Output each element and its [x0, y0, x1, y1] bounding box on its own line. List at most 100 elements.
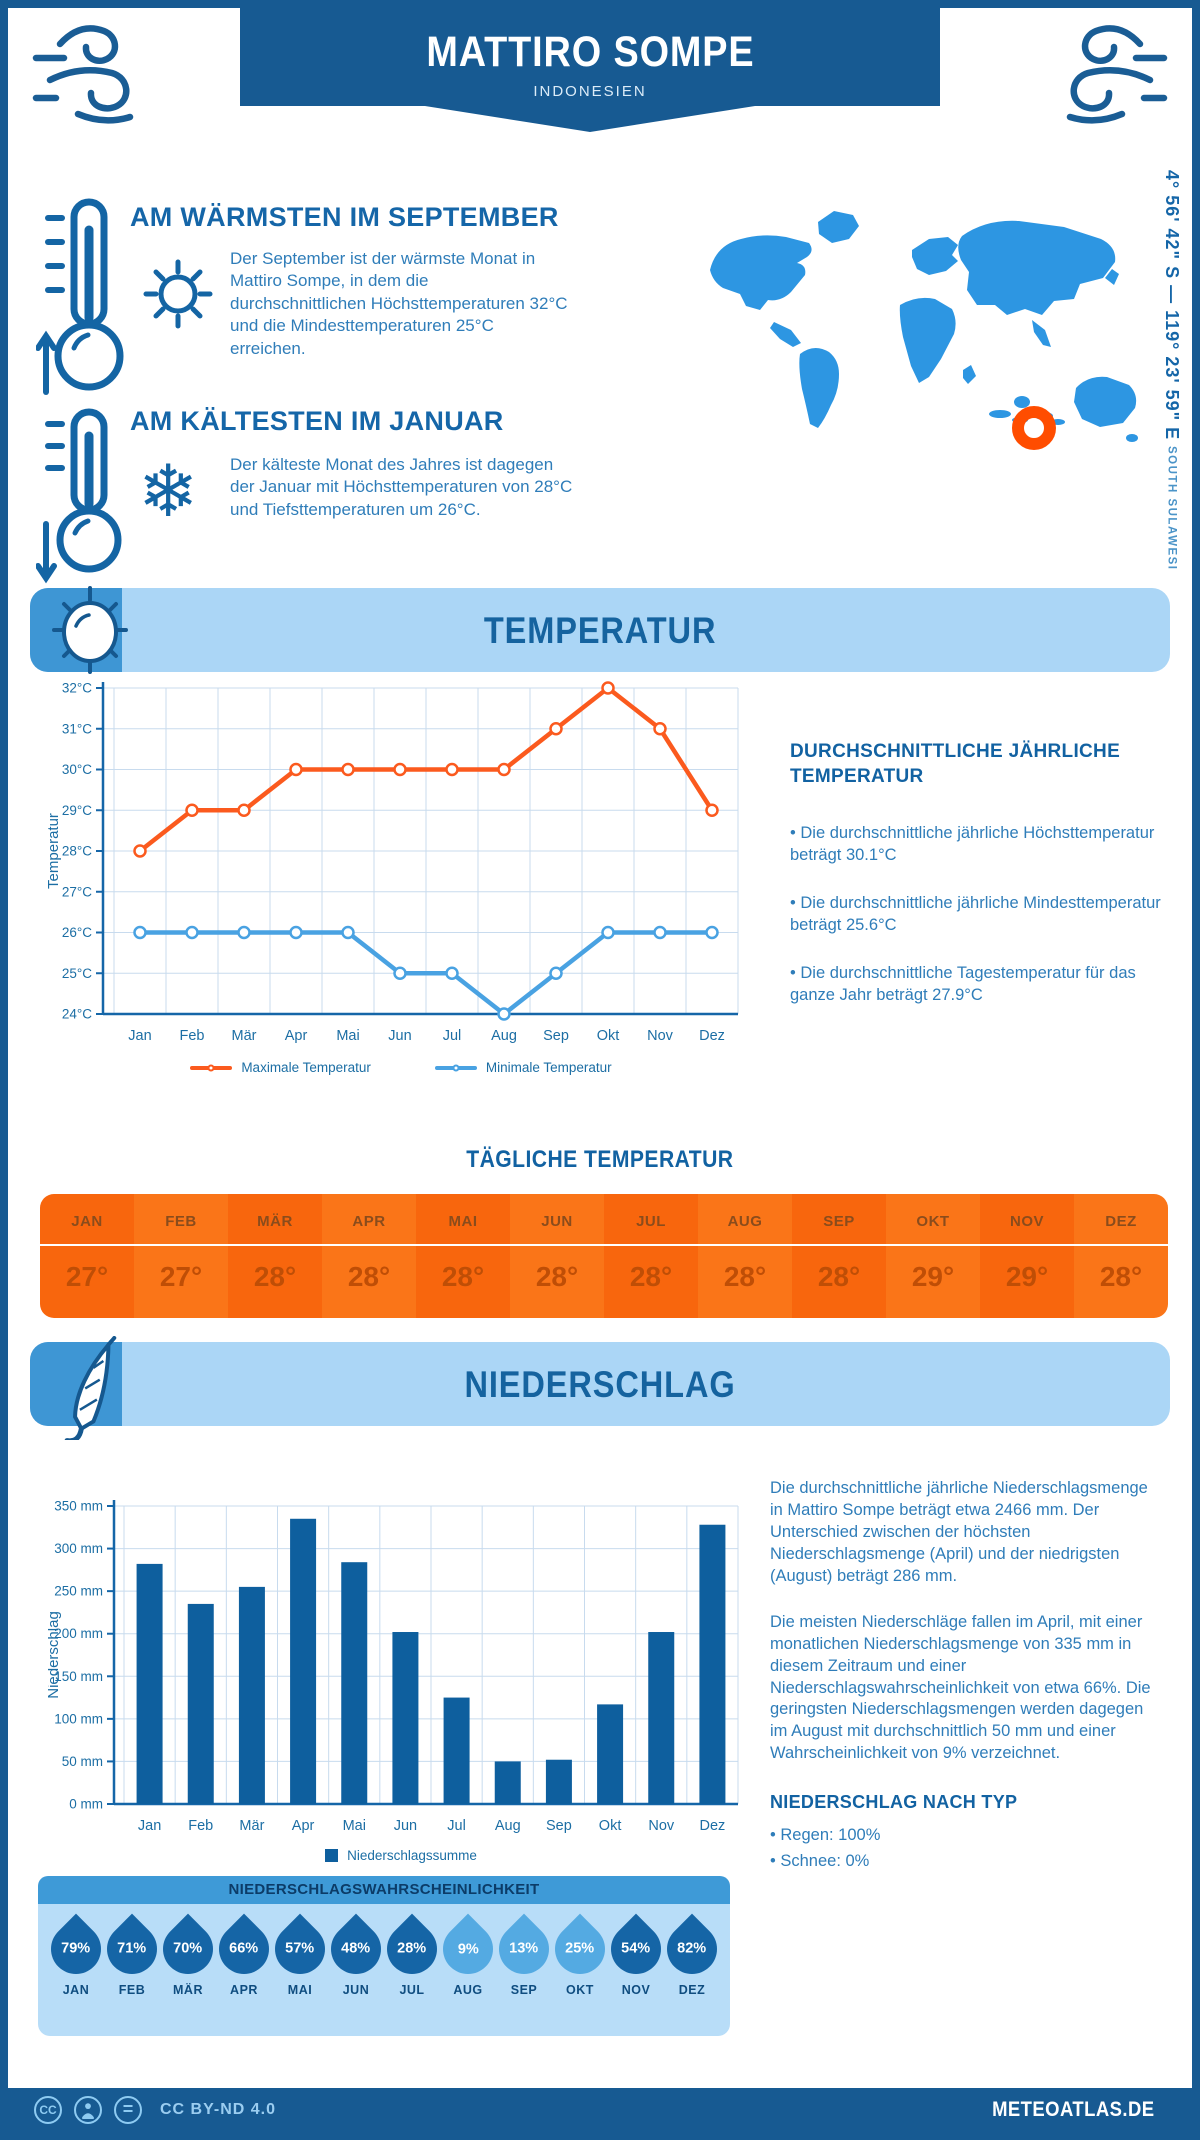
svg-text:Niederschlag: Niederschlag — [48, 1611, 62, 1699]
svg-text:Sep: Sep — [546, 1818, 572, 1834]
daily-temp-value: 28° — [347, 1261, 391, 1292]
precipitation-type-item: Regen: 100% — [770, 1825, 1164, 1847]
no-derivatives-icon: = — [114, 2096, 142, 2124]
legend-square-swatch — [325, 1849, 339, 1862]
svg-text:31°C: 31°C — [62, 721, 92, 736]
raindrop-icon: 66% — [208, 1913, 280, 1985]
precipitation-paragraph: Die meisten Niederschläge fallen im Apri… — [770, 1612, 1151, 1763]
svg-text:100 mm: 100 mm — [54, 1711, 103, 1726]
daily-temp-month: JAN — [40, 1194, 134, 1246]
probability-month: JUL — [399, 1983, 425, 1997]
probability-title: NIEDERSCHLAGSWAHRSCHEINLICHKEIT — [228, 1881, 540, 1898]
coordinates-text: 4° 56' 42" S — 119° 23' 59" E — [1162, 170, 1182, 441]
daily-temp-value: 27° — [65, 1261, 109, 1292]
svg-text:Aug: Aug — [491, 1028, 517, 1044]
daily-temperature-heading: TÄGLICHE TEMPERATUR — [466, 1146, 734, 1173]
probability-drop-column: 66% APR — [208, 1913, 280, 2036]
temperature-chart: 24°C 25°C 26°C 27°C 28°C 29°C 30°C 31°C 32°C Jan F… — [45, 662, 754, 1102]
daily-temp-month: JUL — [604, 1194, 698, 1246]
daily-temp-month: AUG — [698, 1194, 792, 1246]
probability-drop-column: 25% OKT — [544, 1913, 616, 2036]
probability-value: 25% — [565, 1941, 595, 1957]
svg-text:Feb: Feb — [180, 1028, 205, 1044]
daily-temp-month: SEP — [792, 1194, 886, 1246]
warm-fact-title: AM WÄRMSTEN IM SEPTEMBER — [130, 202, 559, 232]
daily-temp-column: FEB 27° — [134, 1194, 228, 1318]
svg-text:0 mm: 0 mm — [69, 1797, 103, 1812]
svg-text:Apr: Apr — [285, 1028, 308, 1044]
license-label: CC BY-ND 4.0 — [160, 2101, 277, 2118]
probability-month: FEB — [118, 1983, 146, 1997]
probability-drop-column: 9% AUG — [432, 1913, 504, 2036]
svg-text:30°C: 30°C — [62, 762, 92, 777]
daily-temp-value: 28° — [817, 1261, 861, 1292]
probability-value: 28% — [397, 1941, 427, 1957]
raindrop-icon: 48% — [320, 1913, 392, 1985]
raindrop-icon: 79% — [40, 1913, 112, 1985]
daily-temp-month: DEZ — [1074, 1194, 1168, 1246]
raindrop-icon: 71% — [96, 1913, 168, 1985]
thermometer-down-icon — [36, 408, 122, 584]
svg-text:Nov: Nov — [648, 1818, 675, 1834]
svg-text:Mär: Mär — [232, 1028, 257, 1044]
svg-text:Jan: Jan — [138, 1818, 161, 1834]
daily-temp-value: 28° — [1099, 1261, 1143, 1292]
snowflake-icon: ❄ — [138, 452, 199, 532]
svg-text:Feb: Feb — [188, 1818, 213, 1834]
daily-temp-value: 29° — [1005, 1261, 1049, 1292]
daily-temp-value: 28° — [723, 1261, 767, 1292]
probability-month: DEZ — [678, 1983, 706, 1997]
daily-temp-column: DEZ 28° — [1074, 1194, 1168, 1318]
precipitation-type-item: Schnee: 0% — [770, 1851, 1164, 1873]
svg-text:27°C: 27°C — [62, 884, 92, 899]
precipitation-section-title: NIEDERSCHLAG — [464, 1364, 736, 1405]
daily-temp-value: 28° — [441, 1261, 485, 1292]
probability-drop-column: 70% MÄR — [152, 1913, 224, 2036]
raindrop-icon: 70% — [152, 1913, 224, 1985]
site-name: METEOATLAS.DE — [992, 2098, 1155, 2121]
temperature-line-chart: 24°C 25°C 26°C 27°C 28°C 29°C 30°C 31°C 32°C Jan F… — [45, 681, 739, 1044]
probability-month: AUG — [453, 1983, 483, 1997]
svg-text:26°C: 26°C — [62, 925, 92, 940]
legend-item: Niederschlagssumme — [325, 1848, 477, 1863]
cold-fact-title: AM KÄLTESTEN IM JANUAR — [130, 406, 504, 436]
daily-temp-column: NOV 29° — [980, 1194, 1074, 1318]
probability-value: 82% — [677, 1941, 707, 1957]
probability-month: OKT — [566, 1983, 594, 1997]
daily-temp-column: JUL 28° — [604, 1194, 698, 1318]
precipitation-bar-chart: 0 mm 50 mm 100 mm 150 mm 200 mm 250 mm 300 mm 3… — [45, 1499, 739, 1834]
temperature-section-banner: TEMPERATUR — [30, 586, 1170, 674]
cc-icon: CC — [34, 2096, 62, 2124]
svg-text:Aug: Aug — [495, 1818, 521, 1834]
daily-temp-column: JAN 27° — [40, 1194, 134, 1318]
probability-month: NOV — [621, 1983, 651, 1997]
raindrop-icon: 82% — [656, 1913, 728, 1985]
raindrop-icon: 28% — [376, 1913, 448, 1985]
svg-text:Jun: Jun — [388, 1028, 411, 1044]
temperature-fact-bullet: Die durchschnittliche jährliche Mindestt… — [790, 893, 1168, 937]
daily-temp-column: MAI 28° — [416, 1194, 510, 1318]
world-map — [710, 211, 1138, 450]
legend-line-swatch — [434, 1064, 477, 1071]
probability-drop-column: 28% JUL — [376, 1913, 448, 2036]
raindrop-icon: 57% — [264, 1913, 336, 1985]
daily-temp-value: 28° — [629, 1261, 673, 1292]
probability-drop-column: 54% NOV — [600, 1913, 672, 2036]
probability-month: APR — [230, 1983, 258, 1997]
probability-drops-box: 79% JAN 71% FEB 70% MÄR 66% APR 57% MAI 48% JUN 28% J… — [38, 1904, 730, 2036]
probability-drop-column: 48% JUN — [320, 1913, 392, 2036]
precipitation-paragraph: Die durchschnittliche jährliche Niedersc… — [770, 1479, 1148, 1585]
precipitation-chart: 0 mm 50 mm 100 mm 150 mm 200 mm 250 mm 300 mm 3… — [45, 1486, 754, 1886]
umbrella-banner-icon — [64, 1336, 117, 1440]
precipitation-chart-legend: Niederschlagssumme — [48, 1848, 754, 1863]
daily-temp-month: JUN — [510, 1194, 604, 1246]
probability-month: SEP — [510, 1983, 538, 1997]
precipitation-text-column: Die durchschnittliche jährliche Niedersc… — [770, 1478, 1164, 1873]
svg-text:200 mm: 200 mm — [54, 1626, 103, 1641]
legend-label: Maximale Temperatur — [241, 1060, 371, 1075]
svg-text:24°C: 24°C — [62, 1007, 92, 1022]
temperature-fact-bullet: Die durchschnittliche jährliche Höchstte… — [790, 823, 1168, 867]
svg-text:Dez: Dez — [699, 1028, 725, 1044]
svg-text:300 mm: 300 mm — [54, 1541, 103, 1556]
daily-temp-value: 28° — [253, 1261, 297, 1292]
